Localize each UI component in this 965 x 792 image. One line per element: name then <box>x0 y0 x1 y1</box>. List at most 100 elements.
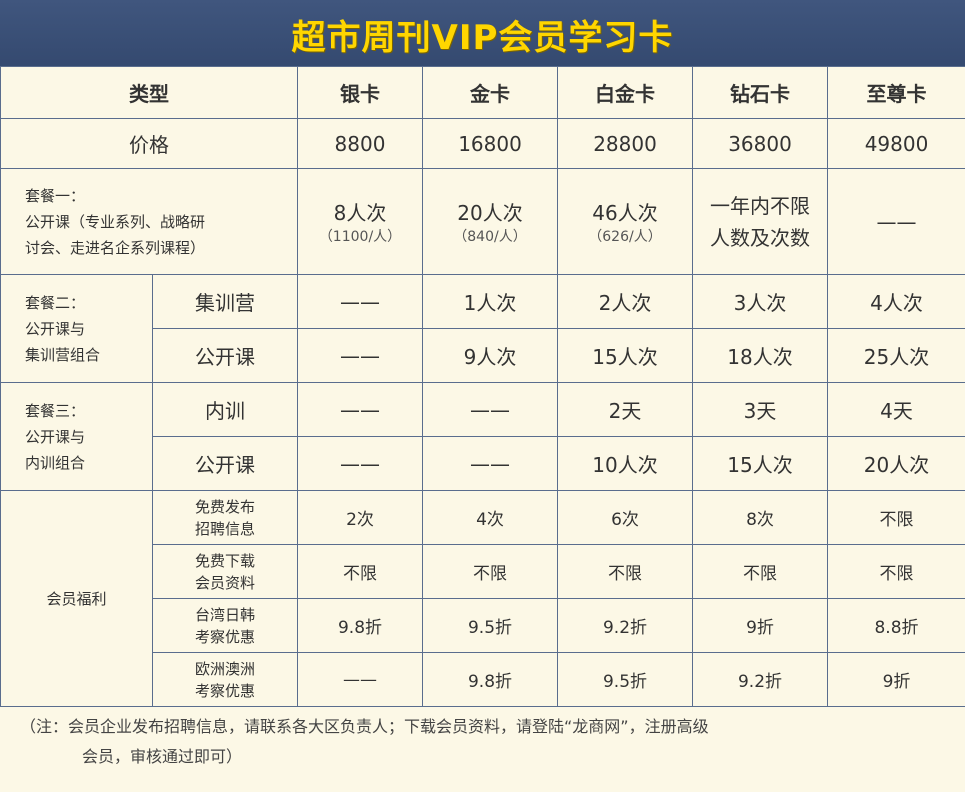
benefit-value: 9.8折 <box>297 598 423 653</box>
benefit-value: 8次 <box>692 490 828 545</box>
benefit-value: 9折 <box>827 652 965 707</box>
benefit-value: 2次 <box>297 490 423 545</box>
package3-sub-label: 内训 <box>152 382 298 437</box>
benefit-row: 欧洲澳洲 考察优惠 —— 9.8折 9.5折 9.2折 9折 <box>1 652 965 707</box>
benefit-row: 台湾日韩 考察优惠 9.8折 9.5折 9.2折 9折 8.8折 <box>1 598 965 653</box>
price-label: 价格 <box>0 118 298 169</box>
benefit-value: 8.8折 <box>827 598 965 653</box>
benefit-value: 9.2折 <box>557 598 693 653</box>
package2-value: 15人次 <box>557 328 693 383</box>
package1-cell: 46人次 （626/人） <box>557 168 693 275</box>
benefit-label-line: 考察优惠 <box>194 681 255 700</box>
price-value: 16800 <box>422 118 558 169</box>
package3-value: 20人次 <box>827 436 965 491</box>
package3-value: —— <box>422 382 558 437</box>
benefit-label-line: 欧洲澳洲 <box>194 659 255 678</box>
benefit-label: 台湾日韩 考察优惠 <box>152 598 298 653</box>
benefit-label-line: 会员资料 <box>194 573 255 592</box>
package3-row: 套餐三： 公开课与 内训组合 内训 —— —— 2天 3天 4天 <box>0 382 965 491</box>
benefit-label-line: 招聘信息 <box>194 519 255 538</box>
footnote-line: （注：会员企业发布招聘信息，请联系各大区负责人；下载会员资料，请登陆“龙商网”，… <box>20 717 709 736</box>
price-value: 28800 <box>557 118 693 169</box>
benefit-label-line: 台湾日韩 <box>194 605 255 624</box>
benefit-label-line: 免费下载 <box>194 551 255 570</box>
price-value: 49800 <box>827 118 965 169</box>
package2-label: 套餐二： 公开课与 集训营组合 <box>0 274 153 383</box>
package2-value: 18人次 <box>692 328 828 383</box>
benefit-value: 9.2折 <box>692 652 828 707</box>
membership-table: 类型 银卡 金卡 白金卡 钻石卡 至尊卡 价格 8800 16800 28800… <box>0 66 965 707</box>
package3-label-line: 公开课与 <box>25 427 86 446</box>
package1-main: 20人次 <box>457 201 523 225</box>
footnote: （注：会员企业发布招聘信息，请联系各大区负责人；下载会员资料，请登陆“龙商网”，… <box>20 712 950 772</box>
benefit-value: 不限 <box>297 544 423 599</box>
package3-value: 15人次 <box>692 436 828 491</box>
benefit-value: 6次 <box>557 490 693 545</box>
package1-main: 8人次 <box>333 201 387 225</box>
benefit-value: 9折 <box>692 598 828 653</box>
benefit-label-line: 免费发布 <box>194 497 255 516</box>
price-value: 36800 <box>692 118 828 169</box>
package1-cell: 8人次 （1100/人） <box>297 168 423 275</box>
benefit-value: 9.5折 <box>557 652 693 707</box>
package3-row: 公开课 —— —— 10人次 15人次 20人次 <box>1 436 965 491</box>
package1-sub: 人数及次数 <box>710 225 810 250</box>
package3-value: 10人次 <box>557 436 693 491</box>
benefit-value: 9.5折 <box>422 598 558 653</box>
col-header-diamond: 钻石卡 <box>692 66 828 119</box>
package1-cell: —— <box>827 168 965 275</box>
package1-label-line: 公开课（专业系列、战略研 <box>25 212 206 231</box>
package3-value: 2天 <box>557 382 693 437</box>
package1-label-line: 讨会、走进名企系列课程） <box>25 238 206 257</box>
package1-row: 套餐一： 公开课（专业系列、战略研 讨会、走进名企系列课程） 8人次 （1100… <box>0 168 965 275</box>
package3-value: 4天 <box>827 382 965 437</box>
package3-label-line: 套餐三： <box>25 401 86 420</box>
package2-value: 2人次 <box>557 274 693 329</box>
package2-value: —— <box>297 328 423 383</box>
benefit-value: 9.8折 <box>422 652 558 707</box>
col-header-supreme: 至尊卡 <box>827 66 965 119</box>
package1-sub: （1100/人） <box>318 229 402 245</box>
package1-cell: 一年内不限 人数及次数 <box>692 168 828 275</box>
benefit-value: 不限 <box>422 544 558 599</box>
benefit-label: 欧洲澳洲 考察优惠 <box>152 652 298 707</box>
package2-value: 4人次 <box>827 274 965 329</box>
benefit-value: 不限 <box>827 490 965 545</box>
benefits-label: 会员福利 <box>0 490 153 707</box>
benefit-value: 不限 <box>692 544 828 599</box>
package2-value: 1人次 <box>422 274 558 329</box>
package1-label: 套餐一： 公开课（专业系列、战略研 讨会、走进名企系列课程） <box>0 168 298 275</box>
package3-value: —— <box>297 382 423 437</box>
package2-sub-label: 公开课 <box>152 328 298 383</box>
benefit-label-line: 考察优惠 <box>194 627 255 646</box>
package3-label: 套餐三： 公开课与 内训组合 <box>0 382 153 491</box>
col-header-silver: 银卡 <box>297 66 423 119</box>
package2-row: 套餐二： 公开课与 集训营组合 集训营 —— 1人次 2人次 3人次 4人次 <box>0 274 965 383</box>
package1-label-line: 套餐一： <box>25 186 86 205</box>
package1-main: 一年内不限 <box>710 193 810 218</box>
benefit-value: 4次 <box>422 490 558 545</box>
col-header-type: 类型 <box>0 66 298 119</box>
package2-label-line: 集训营组合 <box>25 345 101 364</box>
price-row: 价格 8800 16800 28800 36800 49800 <box>0 118 965 169</box>
footnote-line: 会员，审核通过即可） <box>82 747 243 766</box>
col-header-platinum: 白金卡 <box>557 66 693 119</box>
package3-value: 3天 <box>692 382 828 437</box>
package2-value: 9人次 <box>422 328 558 383</box>
col-header-gold: 金卡 <box>422 66 558 119</box>
benefit-value: —— <box>297 652 423 707</box>
package3-value: —— <box>422 436 558 491</box>
price-value: 8800 <box>297 118 423 169</box>
package3-sub-label: 公开课 <box>152 436 298 491</box>
package2-label-line: 套餐二： <box>25 293 86 312</box>
header-row: 类型 银卡 金卡 白金卡 钻石卡 至尊卡 <box>0 66 965 119</box>
page-header: 超市周刊VIP会员学习卡 <box>0 0 965 68</box>
package1-main: —— <box>876 209 917 234</box>
package2-value: 3人次 <box>692 274 828 329</box>
page-title: 超市周刊VIP会员学习卡 <box>291 17 674 58</box>
package1-main: 46人次 <box>592 201 658 225</box>
benefit-value: 不限 <box>827 544 965 599</box>
benefit-label: 免费下载 会员资料 <box>152 544 298 599</box>
package2-value: 25人次 <box>827 328 965 383</box>
benefit-row: 免费下载 会员资料 不限 不限 不限 不限 不限 <box>1 544 965 599</box>
